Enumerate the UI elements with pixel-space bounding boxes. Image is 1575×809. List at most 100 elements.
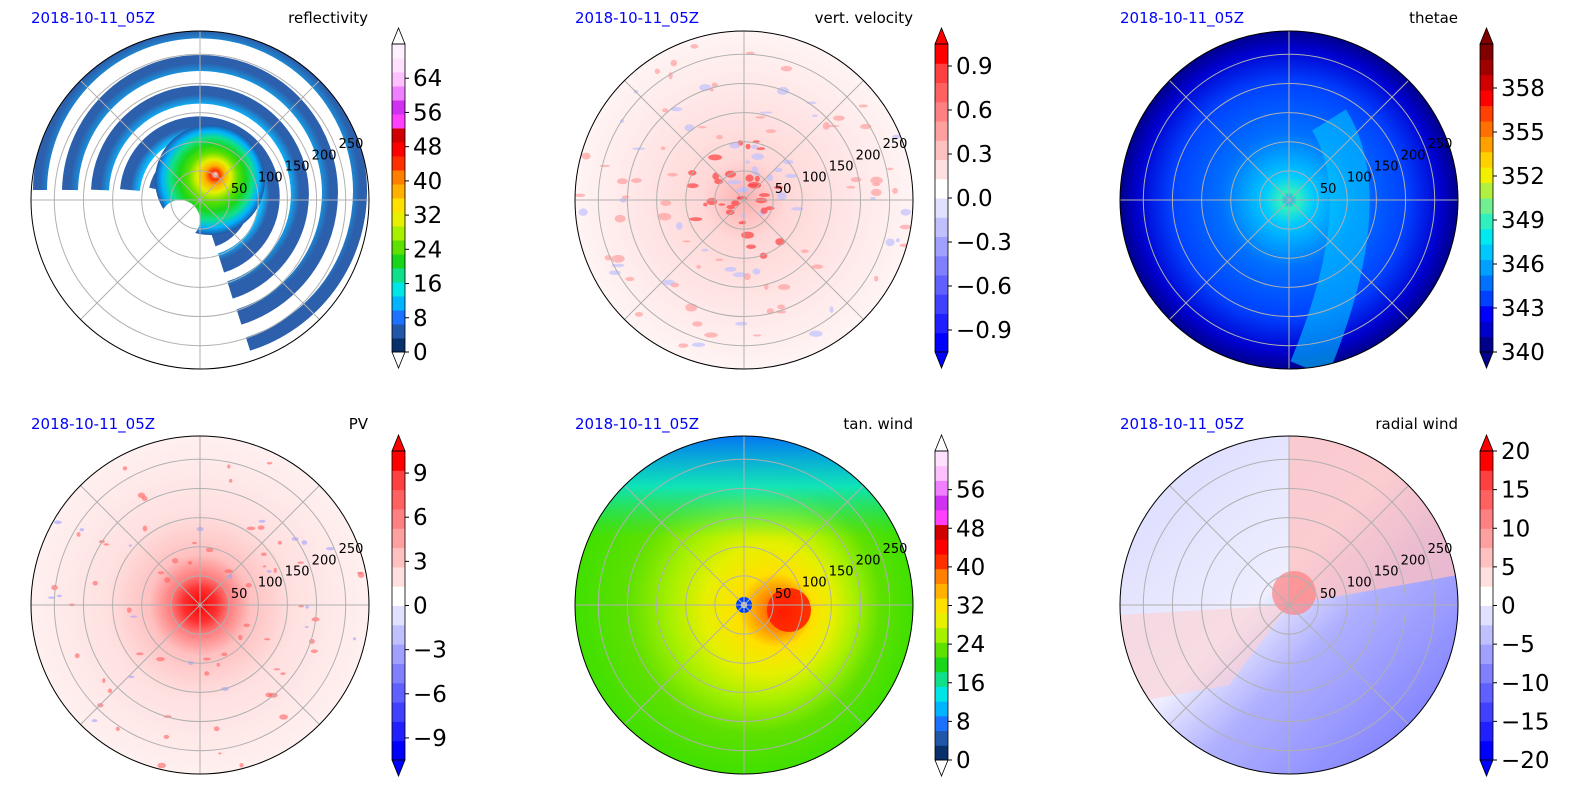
- azimuth-line: [624, 199, 745, 320]
- azimuth-line: [1288, 485, 1409, 606]
- colorbar-segment: [935, 451, 948, 467]
- colorbar-segment: [935, 159, 948, 180]
- colorbar-segment: [1480, 259, 1493, 276]
- radial-tick-label: 250: [883, 137, 908, 152]
- colorbar-segment: [935, 332, 948, 353]
- azimuth-line: [80, 485, 201, 606]
- variable-title: thetae: [1409, 9, 1458, 27]
- azimuth-line: [80, 199, 201, 320]
- azimuth-line: [199, 485, 320, 606]
- variable-title: reflectivity: [288, 9, 368, 27]
- colorbar-tick-label: 5: [1501, 555, 1516, 581]
- colorbar-segment: [935, 509, 948, 526]
- colorbar-tick-label: −15: [1501, 709, 1550, 735]
- colorbar-segment: [392, 451, 405, 471]
- azimuth-line: [624, 80, 745, 201]
- colorbar-segment: [935, 44, 948, 64]
- radial-tick-label: 150: [1374, 160, 1399, 175]
- colorbar-segment: [392, 663, 405, 684]
- colorbar-segment: [1480, 244, 1493, 261]
- colorbar-tick-label: 8: [413, 306, 428, 332]
- radial-tick-label: 150: [829, 565, 854, 580]
- colorbar-segment: [935, 82, 948, 103]
- colorbar-tick-label: 48: [413, 135, 442, 161]
- radial-tick-label: 100: [1347, 171, 1372, 186]
- azimuth-line: [80, 80, 201, 201]
- radial-tick-label: 250: [1428, 542, 1453, 557]
- colorbar-segment: [392, 184, 405, 199]
- colorbar-segment: [1480, 74, 1493, 91]
- colorbar-tick-label: 349: [1501, 208, 1545, 234]
- date-label: 2018-10-11_05Z: [575, 415, 699, 434]
- colorbar-segment: [1480, 151, 1493, 168]
- colorbar-tick-label: 20: [1501, 439, 1530, 465]
- colorbar-segment: [1480, 167, 1493, 184]
- variable-title: radial wind: [1375, 415, 1458, 433]
- colorbar-extend-high: [391, 26, 406, 45]
- colorbar-tick-label: 24: [956, 632, 985, 658]
- radial-tick-label: 250: [339, 137, 364, 152]
- colorbar-tick-label: 64: [413, 66, 442, 92]
- colorbar-segment: [935, 313, 948, 334]
- polar-grid: [1120, 436, 1458, 774]
- radial-tick-label: 200: [856, 148, 881, 163]
- colorbar-tick-label: −5: [1501, 632, 1535, 658]
- colorbar-tick-label: 0: [1501, 594, 1516, 620]
- colorbar-segment: [1480, 90, 1493, 107]
- colorbar-segment: [392, 310, 405, 325]
- colorbar-segment: [935, 671, 948, 687]
- polar-frame: [30, 435, 370, 775]
- colorbar-tick-label: 24: [413, 237, 442, 263]
- colorbar-segment: [392, 624, 405, 645]
- colorbar-segment: [392, 268, 405, 283]
- colorbar-segment: [1480, 586, 1493, 606]
- colorbar-segment: [392, 212, 405, 227]
- polar-grid: [1120, 31, 1458, 369]
- azimuth-line: [1169, 80, 1290, 201]
- colorbar-segment: [935, 217, 948, 237]
- colorbar-segment: [392, 528, 405, 549]
- colorbar-extend-low: [1479, 351, 1494, 370]
- colorbar-segment: [935, 178, 948, 199]
- colorbar-tick-label: 32: [956, 594, 985, 620]
- colorbar-segment: [935, 101, 948, 122]
- colorbar-tick-label: 352: [1501, 164, 1545, 190]
- colorbar-segment: [935, 255, 948, 276]
- colorbar-segment: [935, 686, 948, 702]
- colorbar-tick-label: 10: [1501, 516, 1530, 542]
- radial-tick-label: 100: [258, 576, 283, 591]
- colorbar-segment: [935, 236, 948, 257]
- colorbar-tick-label: 3: [413, 549, 428, 575]
- colorbar-segment: [392, 740, 405, 761]
- colorbar-segment: [935, 275, 948, 295]
- colorbar-tick-label: 48: [956, 516, 985, 542]
- colorbar-segment: [392, 226, 405, 241]
- colorbar-segment: [935, 715, 948, 732]
- colorbar-segment: [935, 480, 948, 496]
- colorbar-tick-label: −0.6: [956, 274, 1012, 300]
- colorbar-segment: [1480, 721, 1493, 742]
- colorbar-segment: [1480, 182, 1493, 199]
- colorbar-segment: [935, 294, 948, 314]
- azimuth-line: [199, 80, 320, 201]
- colorbar-tick-label: −0.3: [956, 230, 1012, 256]
- colorbar-tick-label: 0: [956, 748, 971, 774]
- radial-tick-label: 150: [285, 160, 310, 175]
- colorbar-segment: [1480, 547, 1493, 568]
- colorbar-segment: [1480, 740, 1493, 761]
- colorbar-extend-high: [934, 26, 949, 45]
- colorbar-frame: [391, 43, 406, 353]
- colorbar-segment: [1480, 121, 1493, 137]
- colorbar-segment: [935, 568, 948, 584]
- azimuth-line: [743, 604, 864, 725]
- radial-tick-label: 50: [231, 587, 248, 602]
- colorbar-tick-label: 56: [956, 478, 985, 504]
- colorbar-tick-label: 15: [1501, 478, 1530, 504]
- colorbar: 0 8 16 24 32 40 48 56 64: [391, 26, 442, 370]
- colorbar-tick-label: 8: [956, 709, 971, 735]
- colorbar-segment: [1480, 451, 1493, 471]
- radial-tick-label: 250: [1428, 137, 1453, 152]
- radial-tick-label: 100: [802, 576, 827, 591]
